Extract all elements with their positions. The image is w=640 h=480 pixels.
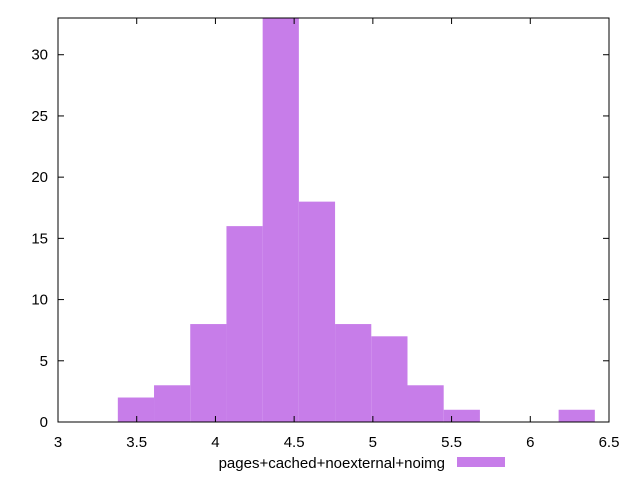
x-tick-label: 3 [54, 434, 62, 451]
legend-label: pages+cached+noexternal+noimg [219, 455, 445, 472]
histogram-bar-8 [407, 385, 444, 422]
histogram-bar-9 [443, 409, 480, 422]
y-tick-label: 5 [40, 353, 48, 370]
y-tick-label: 20 [31, 169, 48, 186]
histogram-bar-4 [262, 18, 299, 422]
histogram-bar-7 [371, 336, 408, 422]
histogram-bar-6 [335, 324, 372, 422]
x-tick-label: 4 [211, 434, 219, 451]
histogram-bar-0 [117, 397, 155, 422]
x-tick-label: 5 [369, 434, 377, 451]
legend: pages+cached+noexternal+noimg [219, 455, 505, 472]
y-tick-label: 0 [40, 414, 48, 431]
y-axis: 0 5 10 15 20 25 30 [31, 47, 609, 431]
histogram-bar-10 [558, 409, 595, 422]
y-tick-label: 30 [31, 47, 48, 64]
y-tick-label: 15 [31, 230, 48, 247]
plot-frame [57, 17, 610, 423]
x-tick-label: 5.5 [441, 434, 462, 451]
x-tick-label: 6.5 [599, 434, 620, 451]
x-tick-label: 4.5 [284, 434, 305, 451]
x-tick-label: 3.5 [126, 434, 147, 451]
histogram-bar-3 [226, 226, 263, 422]
histogram-bar-2 [190, 324, 227, 422]
legend-swatch [457, 457, 505, 467]
x-tick-label: 6 [526, 434, 534, 451]
histogram-bar-5 [298, 201, 336, 422]
y-tick-label: 10 [31, 292, 48, 309]
histogram-bar-1 [154, 385, 191, 422]
x-axis: 3 3.5 4 4.5 5 5.5 6 6.5 [54, 18, 620, 451]
y-tick-label: 25 [31, 108, 48, 125]
histogram-bars [117, 18, 595, 422]
